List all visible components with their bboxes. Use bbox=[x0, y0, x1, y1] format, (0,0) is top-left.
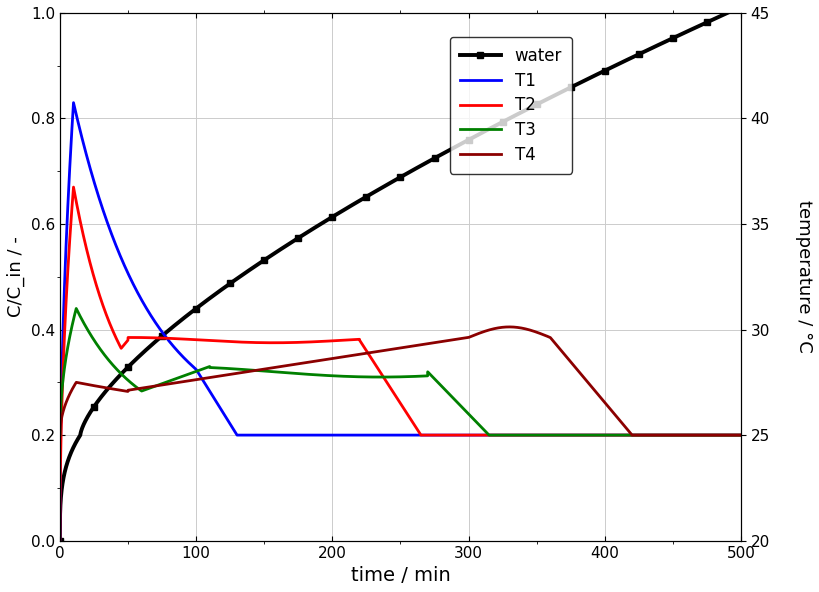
T4 bbox=[735, 432, 745, 439]
T3 bbox=[71, 305, 81, 312]
water bbox=[96, 394, 106, 401]
Line: T3: T3 bbox=[60, 308, 740, 435]
T4 bbox=[55, 432, 65, 439]
T4 bbox=[83, 381, 93, 388]
T2 bbox=[96, 295, 106, 303]
T1 bbox=[735, 432, 745, 439]
T1 bbox=[699, 432, 709, 439]
T3 bbox=[55, 432, 65, 439]
water bbox=[699, 20, 709, 27]
T2 bbox=[699, 432, 709, 439]
T1 bbox=[83, 157, 93, 165]
water bbox=[58, 477, 68, 484]
T3 bbox=[83, 327, 93, 334]
T3 bbox=[188, 369, 198, 376]
water bbox=[735, 3, 745, 10]
T3 bbox=[58, 377, 68, 384]
T4 bbox=[96, 383, 106, 390]
Legend: water, T1, T2, T3, T4: water, T1, T2, T3, T4 bbox=[449, 37, 572, 174]
T4 bbox=[699, 432, 709, 439]
water bbox=[55, 537, 65, 544]
T2 bbox=[387, 388, 397, 395]
T2 bbox=[55, 537, 65, 544]
T4 bbox=[188, 377, 198, 384]
X-axis label: time / min: time / min bbox=[350, 566, 450, 585]
T1 bbox=[188, 363, 198, 371]
T4 bbox=[387, 346, 397, 353]
T3 bbox=[387, 374, 397, 381]
Line: T4: T4 bbox=[60, 327, 740, 435]
Y-axis label: temperature / °C: temperature / °C bbox=[794, 201, 812, 353]
T1 bbox=[387, 432, 397, 439]
T2 bbox=[188, 336, 198, 343]
T2 bbox=[735, 432, 745, 439]
Line: water: water bbox=[57, 4, 744, 544]
Line: T2: T2 bbox=[60, 187, 740, 540]
T3 bbox=[735, 432, 745, 439]
water bbox=[387, 178, 397, 185]
T1 bbox=[55, 537, 65, 544]
T2 bbox=[58, 369, 68, 377]
T2 bbox=[83, 252, 93, 259]
T1 bbox=[96, 200, 106, 207]
Y-axis label: C/C_in / -: C/C_in / - bbox=[7, 236, 25, 317]
T3 bbox=[96, 346, 106, 353]
T3 bbox=[699, 432, 709, 439]
T2 bbox=[69, 184, 79, 191]
water bbox=[83, 413, 93, 420]
water bbox=[188, 307, 198, 314]
T4 bbox=[504, 323, 514, 330]
T1 bbox=[69, 99, 79, 106]
Line: T1: T1 bbox=[60, 102, 740, 540]
T4 bbox=[58, 408, 68, 416]
T1 bbox=[58, 329, 68, 336]
